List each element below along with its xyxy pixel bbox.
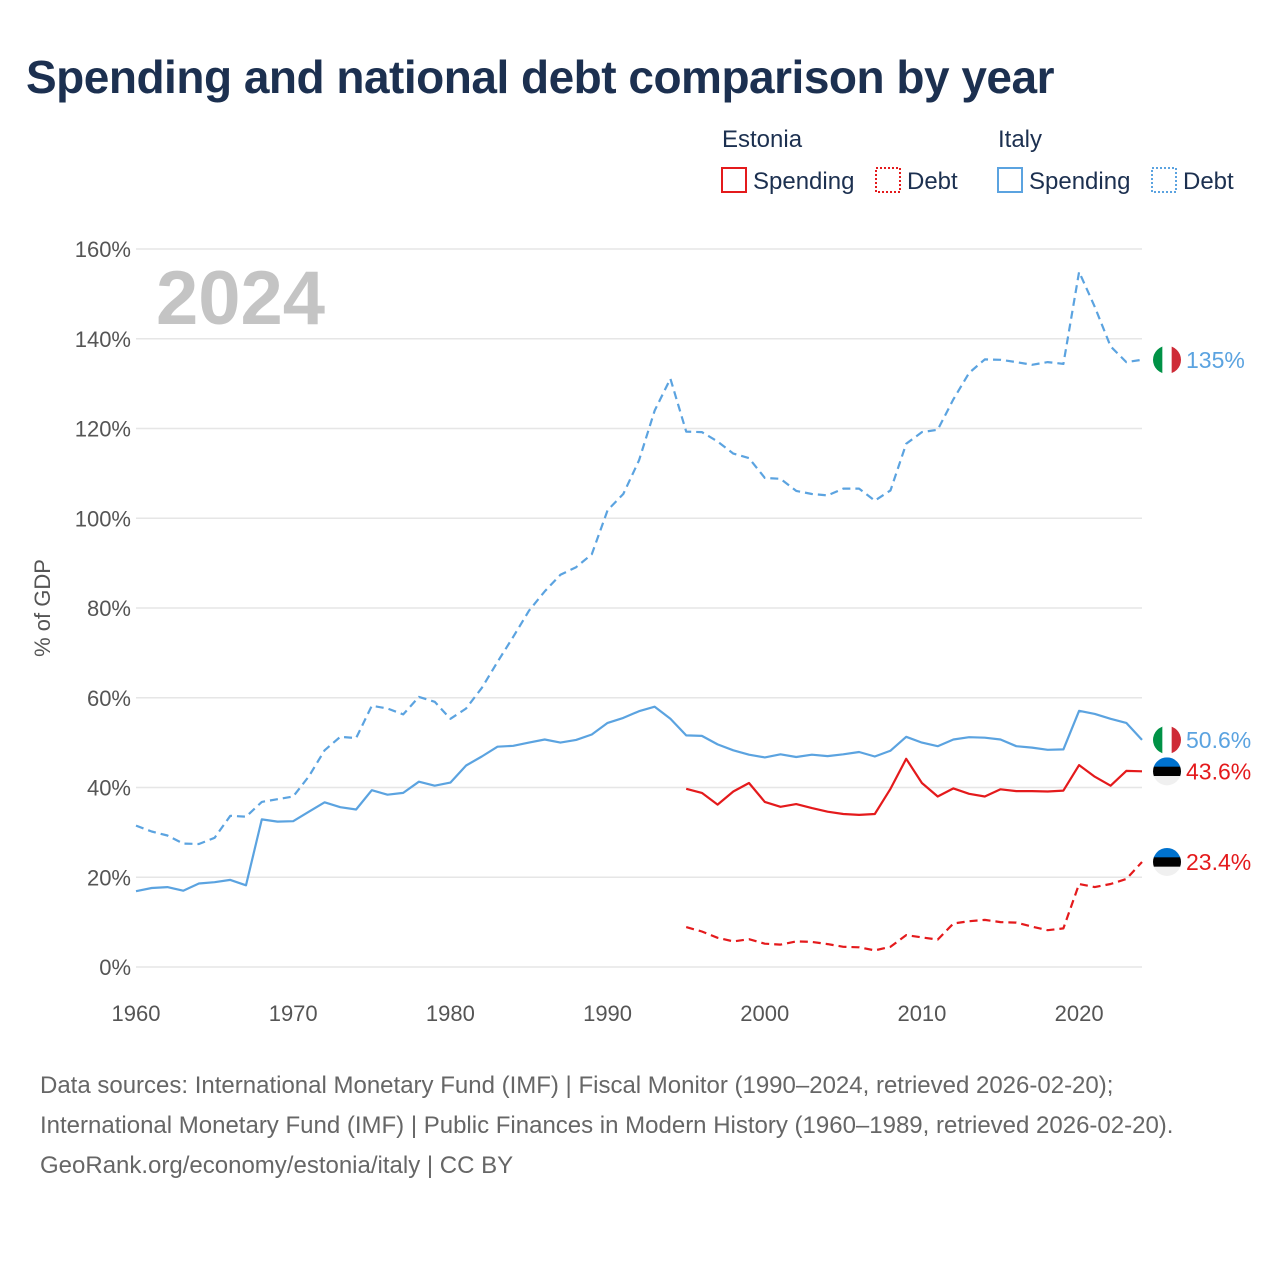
data-sources: Data sources: International Monetary Fun… [40, 1072, 1174, 1139]
y-axis-title: % of GDP [30, 559, 55, 657]
legend-label: Debt [907, 168, 958, 195]
x-tick-label: 2000 [740, 1001, 789, 1026]
y-tick-label: 100% [75, 506, 131, 531]
legend-group-title: Estonia [722, 126, 803, 153]
x-tick-label: 2010 [897, 1001, 946, 1026]
legend-label: Spending [753, 168, 854, 195]
legend-label: Debt [1183, 168, 1234, 195]
legend-group-title: Italy [998, 126, 1042, 153]
y-tick-label: 80% [87, 596, 131, 621]
y-tick-label: 160% [75, 237, 131, 262]
footer: Data sources: International Monetary Fun… [40, 1066, 1240, 1186]
x-tick-label: 1980 [426, 1001, 475, 1026]
legend-swatch [1151, 167, 1177, 193]
x-tick-label: 2020 [1055, 1001, 1104, 1026]
italy-flag-icon [1153, 345, 1181, 374]
legend-swatch [875, 167, 901, 193]
series-line [685, 757, 1143, 817]
estonia-flag-icon [1153, 757, 1181, 786]
y-tick-label: 120% [75, 417, 131, 442]
y-tick-label: 60% [87, 686, 131, 711]
legend-label: Spending [1029, 168, 1130, 195]
end-value-label: 135% [1186, 347, 1245, 373]
series-line [135, 705, 1143, 893]
credit-link[interactable]: GeoRank.org/economy/estonia/italy | CC B… [40, 1152, 514, 1179]
x-tick-label: 1990 [583, 1001, 632, 1026]
y-tick-label: 20% [87, 865, 131, 890]
y-tick-label: 140% [75, 327, 131, 352]
series-line [135, 270, 1143, 846]
x-tick-label: 1960 [112, 1001, 161, 1026]
x-tick-label: 1970 [269, 1001, 318, 1026]
year-watermark: 2024 [156, 256, 325, 341]
legend-swatch [721, 167, 747, 193]
estonia-flag-icon [1153, 847, 1181, 876]
legend-swatch [997, 167, 1023, 193]
series-line [685, 861, 1143, 952]
y-tick-label: 40% [87, 776, 131, 801]
italy-flag-icon [1153, 725, 1181, 754]
end-value-label: 43.6% [1186, 758, 1251, 784]
chart-title: Spending and national debt comparison by… [26, 51, 1055, 103]
end-value-label: 50.6% [1186, 727, 1251, 753]
y-tick-label: 0% [99, 955, 131, 980]
end-value-label: 23.4% [1186, 849, 1251, 875]
chart-canvas: 0% 20% 40% 60% 80% 100% 120% 140% 160% 1960 1970 19… [30, 126, 1251, 1026]
